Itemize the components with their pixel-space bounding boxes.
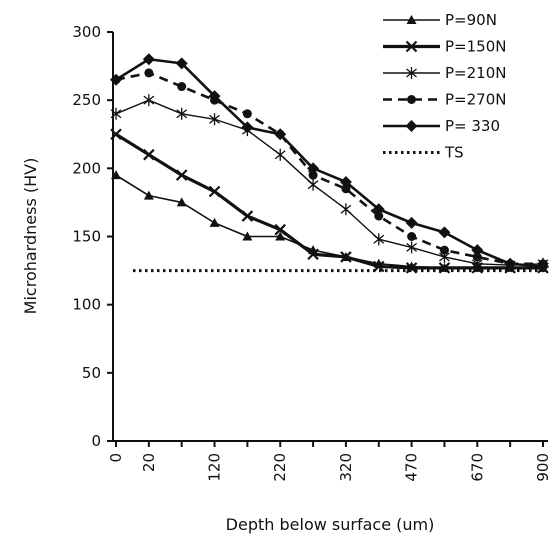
data-point <box>208 90 221 103</box>
legend-item: P= 330 <box>383 117 500 135</box>
x-tick-label: 120 <box>206 453 224 482</box>
x-axis-title: Depth below surface (um) <box>226 515 435 534</box>
y-tick-label: 200 <box>72 159 101 177</box>
x-tick-label: 220 <box>271 453 289 482</box>
data-point <box>143 148 155 161</box>
legend-marker <box>405 120 418 132</box>
data-point <box>209 217 220 227</box>
data-point <box>339 175 352 188</box>
data-point <box>372 203 385 216</box>
data-point <box>537 260 549 273</box>
data-point <box>406 241 418 254</box>
y-ticks: 0 50 100 150 200 250 300 <box>72 23 113 450</box>
legend-label: TS <box>444 144 464 162</box>
data-point <box>504 257 517 270</box>
y-tick-label: 100 <box>72 296 101 314</box>
data-point <box>242 231 253 241</box>
data-point <box>142 53 155 66</box>
x-ticks: 0 20 120 220 320 470 670 900 <box>107 441 552 482</box>
data-point <box>177 82 187 92</box>
data-point <box>340 251 352 263</box>
data-point <box>241 121 254 134</box>
y-tick-label: 150 <box>72 228 101 246</box>
data-point <box>176 107 188 120</box>
y-tick-label: 0 <box>91 432 101 450</box>
data-point <box>307 248 319 261</box>
legend-label: P=270N <box>445 91 506 109</box>
data-point <box>308 170 318 180</box>
data-point <box>340 203 352 216</box>
data-point <box>307 162 320 175</box>
data-point <box>374 211 384 221</box>
legend-item: TS <box>383 144 464 162</box>
data-point <box>143 190 154 200</box>
legend-marker <box>405 40 418 53</box>
data-point <box>175 169 188 181</box>
data-point <box>274 128 287 141</box>
data-point <box>275 231 286 241</box>
data-point <box>373 233 385 246</box>
x-tick-label: 470 <box>403 453 421 482</box>
legend-label: P=150N <box>445 38 506 56</box>
data-point <box>241 210 254 222</box>
y-axis-title: Microhardness (HV) <box>21 158 40 315</box>
data-point <box>307 178 319 191</box>
x-tick-label: 670 <box>468 453 486 482</box>
data-point <box>175 57 188 70</box>
data-point <box>274 148 286 161</box>
data-point <box>110 107 122 120</box>
data-point <box>405 216 418 229</box>
series-line <box>115 99 544 266</box>
legend-label: P=90N <box>445 11 497 29</box>
data-point <box>439 245 449 255</box>
series-4 <box>110 53 549 273</box>
y-tick-label: 300 <box>72 23 101 41</box>
legend-label: P=210N <box>445 64 506 82</box>
data-point <box>144 68 154 78</box>
data-point <box>143 94 155 107</box>
legend-item: P=210N <box>383 64 506 82</box>
data-point <box>111 170 121 180</box>
x-tick-label: 20 <box>140 453 158 472</box>
data-point <box>209 113 220 126</box>
legend-marker <box>406 67 417 79</box>
y-tick-label: 50 <box>82 364 101 382</box>
legend-marker <box>407 95 416 104</box>
series-line <box>115 132 543 270</box>
x-tick-label: 900 <box>534 453 552 482</box>
data-point <box>471 244 484 257</box>
data-point <box>274 223 287 236</box>
legend-item: P=90N <box>383 11 497 29</box>
legend-label: P= 330 <box>445 117 500 135</box>
series-line <box>115 57 544 268</box>
legend-item: P=270N <box>383 91 506 109</box>
data-point <box>242 109 252 119</box>
series-line <box>115 71 543 266</box>
series-layer <box>110 53 549 274</box>
legend: P=90N P=150N P=210N P=270N P= 330 TS <box>383 11 506 162</box>
data-point <box>407 232 417 241</box>
data-point <box>405 262 418 274</box>
x-tick-label: 0 <box>107 453 125 463</box>
legend-marker <box>406 15 417 24</box>
data-point <box>110 73 122 86</box>
data-point <box>438 226 451 239</box>
y-tick-label: 250 <box>72 91 101 109</box>
data-point <box>341 184 351 194</box>
data-point <box>208 185 221 198</box>
data-point <box>176 197 187 207</box>
legend-item: P=150N <box>383 38 506 56</box>
data-point <box>110 128 122 141</box>
data-point <box>472 252 482 262</box>
x-tick-label: 320 <box>337 453 355 482</box>
